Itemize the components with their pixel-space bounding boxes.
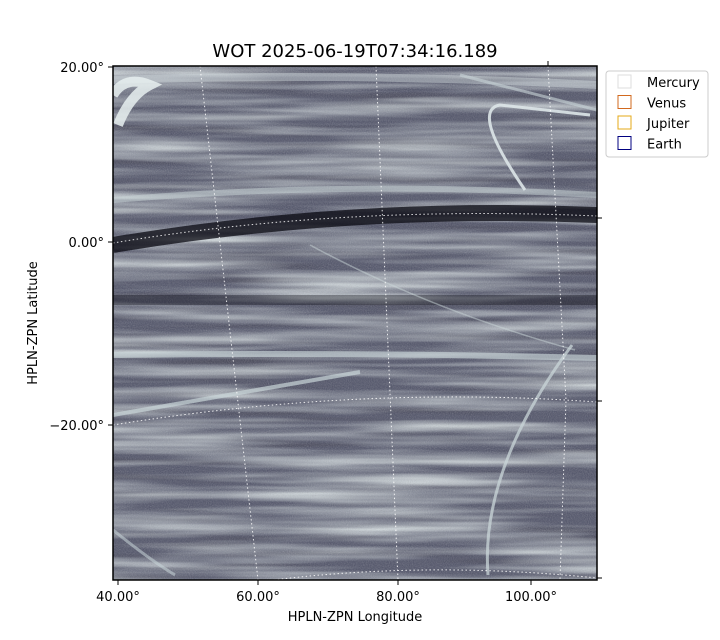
- x-axis-label: HPLN-ZPN Longitude: [288, 610, 423, 625]
- bright-arc: [487, 103, 591, 191]
- bright-streak: [113, 528, 176, 577]
- legend-item: Mercury: [617, 74, 700, 91]
- bright-streak: [113, 72, 597, 89]
- coordinate-grid: [113, 66, 597, 580]
- legend-label: Earth: [647, 138, 682, 153]
- bright-streak: [113, 185, 597, 203]
- dark-band: [113, 205, 597, 253]
- bright-arc: [485, 344, 574, 576]
- plot-frame: [112, 65, 598, 581]
- bright-streak: [459, 73, 597, 112]
- faint-trail: [309, 244, 576, 351]
- legend-swatch: [617, 115, 632, 130]
- legend-frame: [605, 70, 709, 158]
- legend-swatch: [617, 136, 632, 150]
- x-tick-label: 80.00°: [376, 590, 420, 605]
- legend-entries: Mercury Venus Jupiter Earth: [617, 74, 700, 153]
- bright-patch: [113, 76, 163, 127]
- bright-streak: [113, 351, 597, 361]
- legend-swatch: [617, 95, 632, 109]
- chart-title: WOT 2025-06-19T07:34:16.189: [212, 41, 497, 62]
- y-tick-label: −20.00°: [49, 419, 104, 434]
- y-axis-label: HPLN-ZPN Latitude: [26, 261, 41, 384]
- legend: Mercury Venus Jupiter Earth: [605, 70, 709, 158]
- y-tick-label: 20.00°: [60, 61, 104, 76]
- legend-swatch: [617, 74, 632, 89]
- grid-line-latitude: [269, 569, 597, 580]
- bright-streak: [113, 370, 361, 417]
- legend-item: Jupiter: [617, 115, 690, 132]
- legend-label: Jupiter: [646, 117, 690, 132]
- legend-item: Earth: [617, 136, 682, 153]
- legend-item: Venus: [617, 95, 686, 112]
- grid-line-latitude: [113, 213, 597, 244]
- x-tick-label: 40.00°: [96, 590, 140, 605]
- x-tick-label: 100.00°: [505, 590, 557, 605]
- grid-line-latitude: [113, 396, 597, 426]
- image-noise: [113, 66, 597, 580]
- y-tick-label: 0.00°: [69, 236, 104, 251]
- legend-label: Venus: [647, 97, 686, 112]
- grid-line-longitude: [375, 66, 399, 580]
- x-tick-label: 60.00°: [236, 590, 280, 605]
- image-plot: [113, 66, 597, 580]
- tick-marks: [108, 61, 602, 585]
- legend-label: Mercury: [647, 76, 700, 91]
